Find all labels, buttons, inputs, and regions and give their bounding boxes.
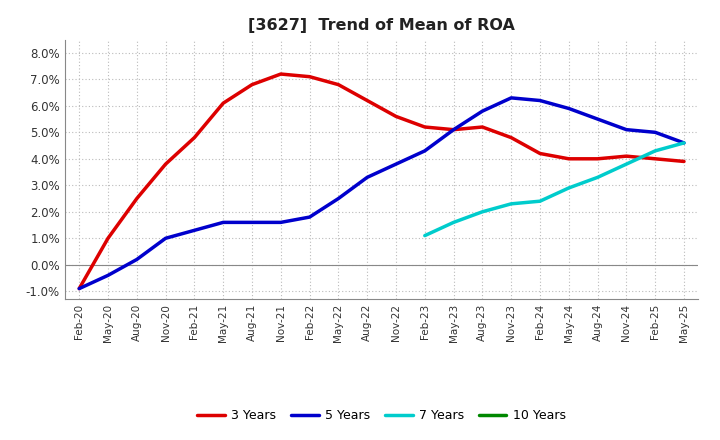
5 Years — [104, 273, 112, 278]
5 Years — [363, 175, 372, 180]
3 Years — [392, 114, 400, 119]
3 Years — [420, 125, 429, 130]
3 Years — [132, 196, 141, 201]
Line: 3 Years: 3 Years — [79, 74, 684, 289]
5 Years — [219, 220, 228, 225]
7 Years — [622, 161, 631, 167]
7 Years — [449, 220, 458, 225]
5 Years — [420, 148, 429, 154]
3 Years — [190, 135, 199, 140]
3 Years — [622, 154, 631, 159]
3 Years — [75, 286, 84, 291]
5 Years — [190, 227, 199, 233]
5 Years — [651, 130, 660, 135]
5 Years — [248, 220, 256, 225]
5 Years — [593, 117, 602, 122]
3 Years — [449, 127, 458, 132]
3 Years — [507, 135, 516, 140]
3 Years — [276, 71, 285, 77]
7 Years — [680, 140, 688, 146]
5 Years — [478, 109, 487, 114]
Line: 5 Years: 5 Years — [79, 98, 684, 289]
5 Years — [75, 286, 84, 291]
5 Years — [392, 161, 400, 167]
Title: [3627]  Trend of Mean of ROA: [3627] Trend of Mean of ROA — [248, 18, 515, 33]
7 Years — [593, 175, 602, 180]
5 Years — [680, 140, 688, 146]
5 Years — [507, 95, 516, 100]
5 Years — [334, 196, 343, 201]
7 Years — [651, 148, 660, 154]
5 Years — [161, 236, 170, 241]
7 Years — [478, 209, 487, 214]
5 Years — [305, 214, 314, 220]
Line: 7 Years: 7 Years — [425, 143, 684, 236]
7 Years — [507, 201, 516, 206]
3 Years — [104, 236, 112, 241]
Legend: 3 Years, 5 Years, 7 Years, 10 Years: 3 Years, 5 Years, 7 Years, 10 Years — [192, 404, 571, 427]
3 Years — [363, 98, 372, 103]
5 Years — [132, 257, 141, 262]
7 Years — [564, 185, 573, 191]
3 Years — [536, 151, 544, 156]
3 Years — [305, 74, 314, 79]
3 Years — [651, 156, 660, 161]
3 Years — [593, 156, 602, 161]
7 Years — [536, 198, 544, 204]
5 Years — [449, 127, 458, 132]
3 Years — [248, 82, 256, 87]
3 Years — [219, 100, 228, 106]
3 Years — [334, 82, 343, 87]
3 Years — [478, 125, 487, 130]
7 Years — [420, 233, 429, 238]
3 Years — [161, 161, 170, 167]
5 Years — [276, 220, 285, 225]
5 Years — [564, 106, 573, 111]
5 Years — [622, 127, 631, 132]
3 Years — [680, 159, 688, 164]
3 Years — [564, 156, 573, 161]
5 Years — [536, 98, 544, 103]
